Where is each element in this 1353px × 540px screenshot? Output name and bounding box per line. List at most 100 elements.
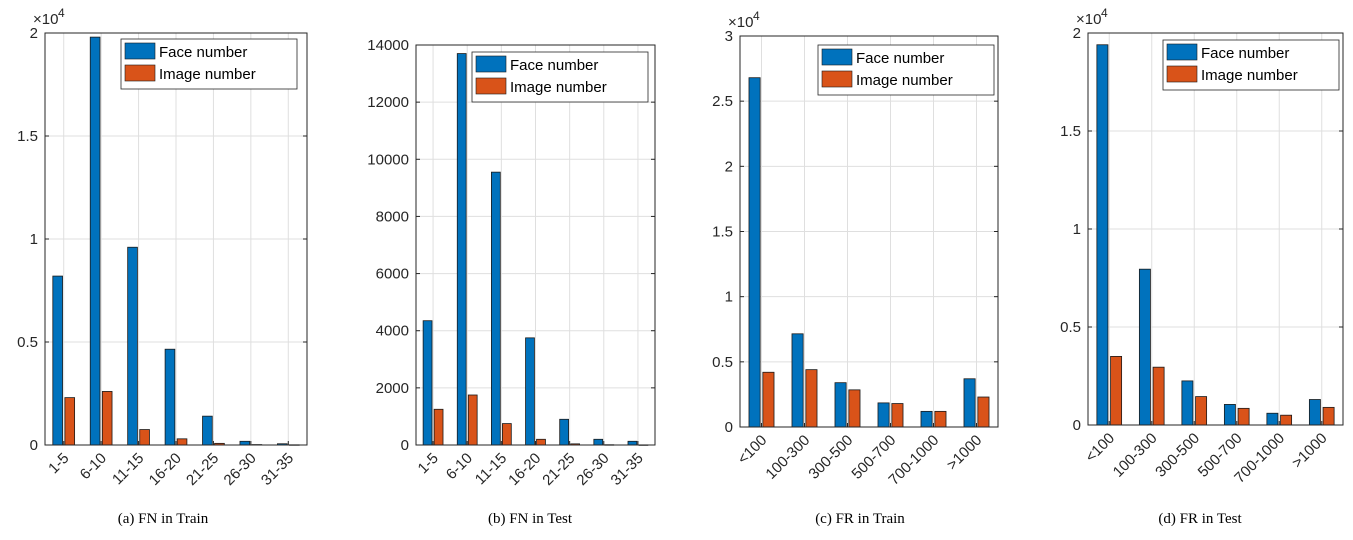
bar-image-2: [467, 394, 478, 446]
legend-swatch: [1166, 65, 1198, 83]
legend-swatch: [475, 77, 507, 95]
y-exponent-label: ×10: [728, 14, 753, 31]
bar-face-3: [127, 246, 138, 446]
x-tick-label: 26-30: [221, 450, 260, 489]
y-tick-label: 2000: [376, 380, 409, 397]
bar-face-6: [963, 378, 976, 428]
bar-image-1: [64, 397, 76, 446]
bar-face-1: [422, 320, 433, 446]
y-tick-label: 1.5: [1060, 123, 1081, 140]
bar-image-3: [502, 423, 512, 446]
bar-image-1: [762, 371, 775, 428]
caption: (a) FN in Train: [118, 511, 209, 527]
legend: Face number Image number: [817, 44, 995, 96]
legend: Face number Image number: [120, 38, 298, 90]
y-tick-label: 1: [1073, 221, 1081, 238]
legend: Face number Image number: [1162, 39, 1340, 91]
x-tick-label: 1-5: [415, 450, 442, 477]
legend-swatch: [475, 55, 507, 73]
x-tick-label: 21-25: [539, 450, 578, 489]
x-tick-label: <100: [1082, 430, 1118, 466]
bar-face-3: [1181, 380, 1194, 426]
x-tick-label: 26-30: [573, 450, 612, 489]
bar-face-6: [239, 440, 251, 446]
x-tick-label: 11-15: [472, 450, 510, 488]
bar-face-3: [491, 171, 501, 446]
y-tick-label: 0: [401, 437, 409, 454]
bar-image-6: [1322, 406, 1335, 426]
bar-image-2: [1152, 366, 1165, 426]
legend-label: Face number: [510, 57, 598, 74]
y-exponent-power: 4: [58, 6, 65, 20]
x-tick-label: 100-300: [1110, 430, 1161, 481]
bar-face-4: [1223, 404, 1236, 426]
legend-label: Image number: [1201, 67, 1298, 84]
y-tick-label: 14000: [367, 37, 409, 54]
y-tick-label: 1.5: [17, 128, 38, 145]
bar-image-4: [176, 438, 188, 446]
legend-label: Face number: [1201, 45, 1289, 62]
bar-face-5: [920, 410, 933, 428]
y-tick-label: 10000: [367, 151, 409, 168]
bar-face-6: [593, 438, 604, 446]
y-exponent-label: ×10: [1076, 11, 1101, 28]
bar-image-3: [139, 429, 150, 446]
y-tick-label: 4000: [376, 323, 409, 340]
y-tick-label: 12000: [367, 94, 409, 111]
bar-face-5: [202, 415, 213, 446]
x-tick-label: 31-35: [258, 450, 297, 489]
y-tick-label: 2.5: [712, 93, 733, 110]
y-tick-label: 2: [725, 158, 733, 175]
caption: (d) FR in Test: [1158, 511, 1242, 527]
bar-face-4: [525, 337, 535, 446]
y-tick-label: 0.5: [17, 334, 38, 351]
bar-image-3: [848, 389, 861, 428]
bar-face-6: [1308, 399, 1321, 426]
bar-face-1: [748, 77, 761, 428]
x-tick-label: 100-300: [762, 432, 813, 483]
y-tick-label: 2: [30, 25, 38, 42]
bar-face-2: [791, 333, 804, 428]
legend-label: Image number: [510, 79, 607, 96]
legend-label: Face number: [856, 50, 944, 67]
bar-image-5: [934, 410, 947, 428]
legend-swatch: [821, 70, 853, 88]
bar-face-4: [877, 402, 890, 428]
y-exponent-power: 4: [1101, 6, 1108, 20]
y-tick-label: 0: [1073, 417, 1081, 434]
bar-face-2: [89, 36, 101, 446]
bar-image-4: [536, 438, 546, 446]
x-tick-label: 21-25: [183, 450, 222, 489]
y-tick-label: 3: [725, 28, 733, 45]
x-tick-label: 300-500: [1152, 430, 1203, 481]
bar-face-1: [1096, 44, 1109, 426]
bar-image-3: [1195, 396, 1208, 426]
bar-image-4: [1237, 407, 1250, 426]
bar-image-4: [891, 403, 904, 428]
y-tick-label: 1: [30, 231, 38, 248]
legend: Face number Image number: [471, 51, 649, 103]
y-tick-label: 8000: [376, 208, 409, 225]
x-tick-label: 1-5: [45, 450, 72, 477]
legend-swatch: [124, 64, 156, 82]
legend-label: Image number: [159, 66, 256, 83]
x-tick-label: 16-20: [146, 450, 185, 489]
x-tick-label: >1000: [944, 432, 986, 474]
bar-face-2: [456, 53, 467, 446]
legend-swatch: [124, 42, 156, 60]
bar-face-2: [1138, 268, 1151, 426]
chart-4: 00.511.52×10 4<100100-300300-500500-70070…: [1060, 6, 1344, 527]
bar-face-5: [559, 418, 569, 446]
x-tick-label: >1000: [1289, 430, 1331, 472]
x-tick-label: 6-10: [443, 450, 476, 483]
y-tick-label: 0: [725, 419, 733, 436]
y-tick-label: 0: [30, 437, 38, 454]
bar-image-5: [1280, 414, 1293, 426]
x-tick-label: 11-15: [109, 450, 147, 488]
legend-label: Image number: [856, 72, 953, 89]
bar-face-3: [834, 382, 847, 428]
bar-face-5: [1266, 412, 1279, 426]
y-tick-label: 1: [725, 289, 733, 306]
legend-swatch: [1166, 43, 1198, 61]
bar-image-2: [101, 391, 113, 446]
